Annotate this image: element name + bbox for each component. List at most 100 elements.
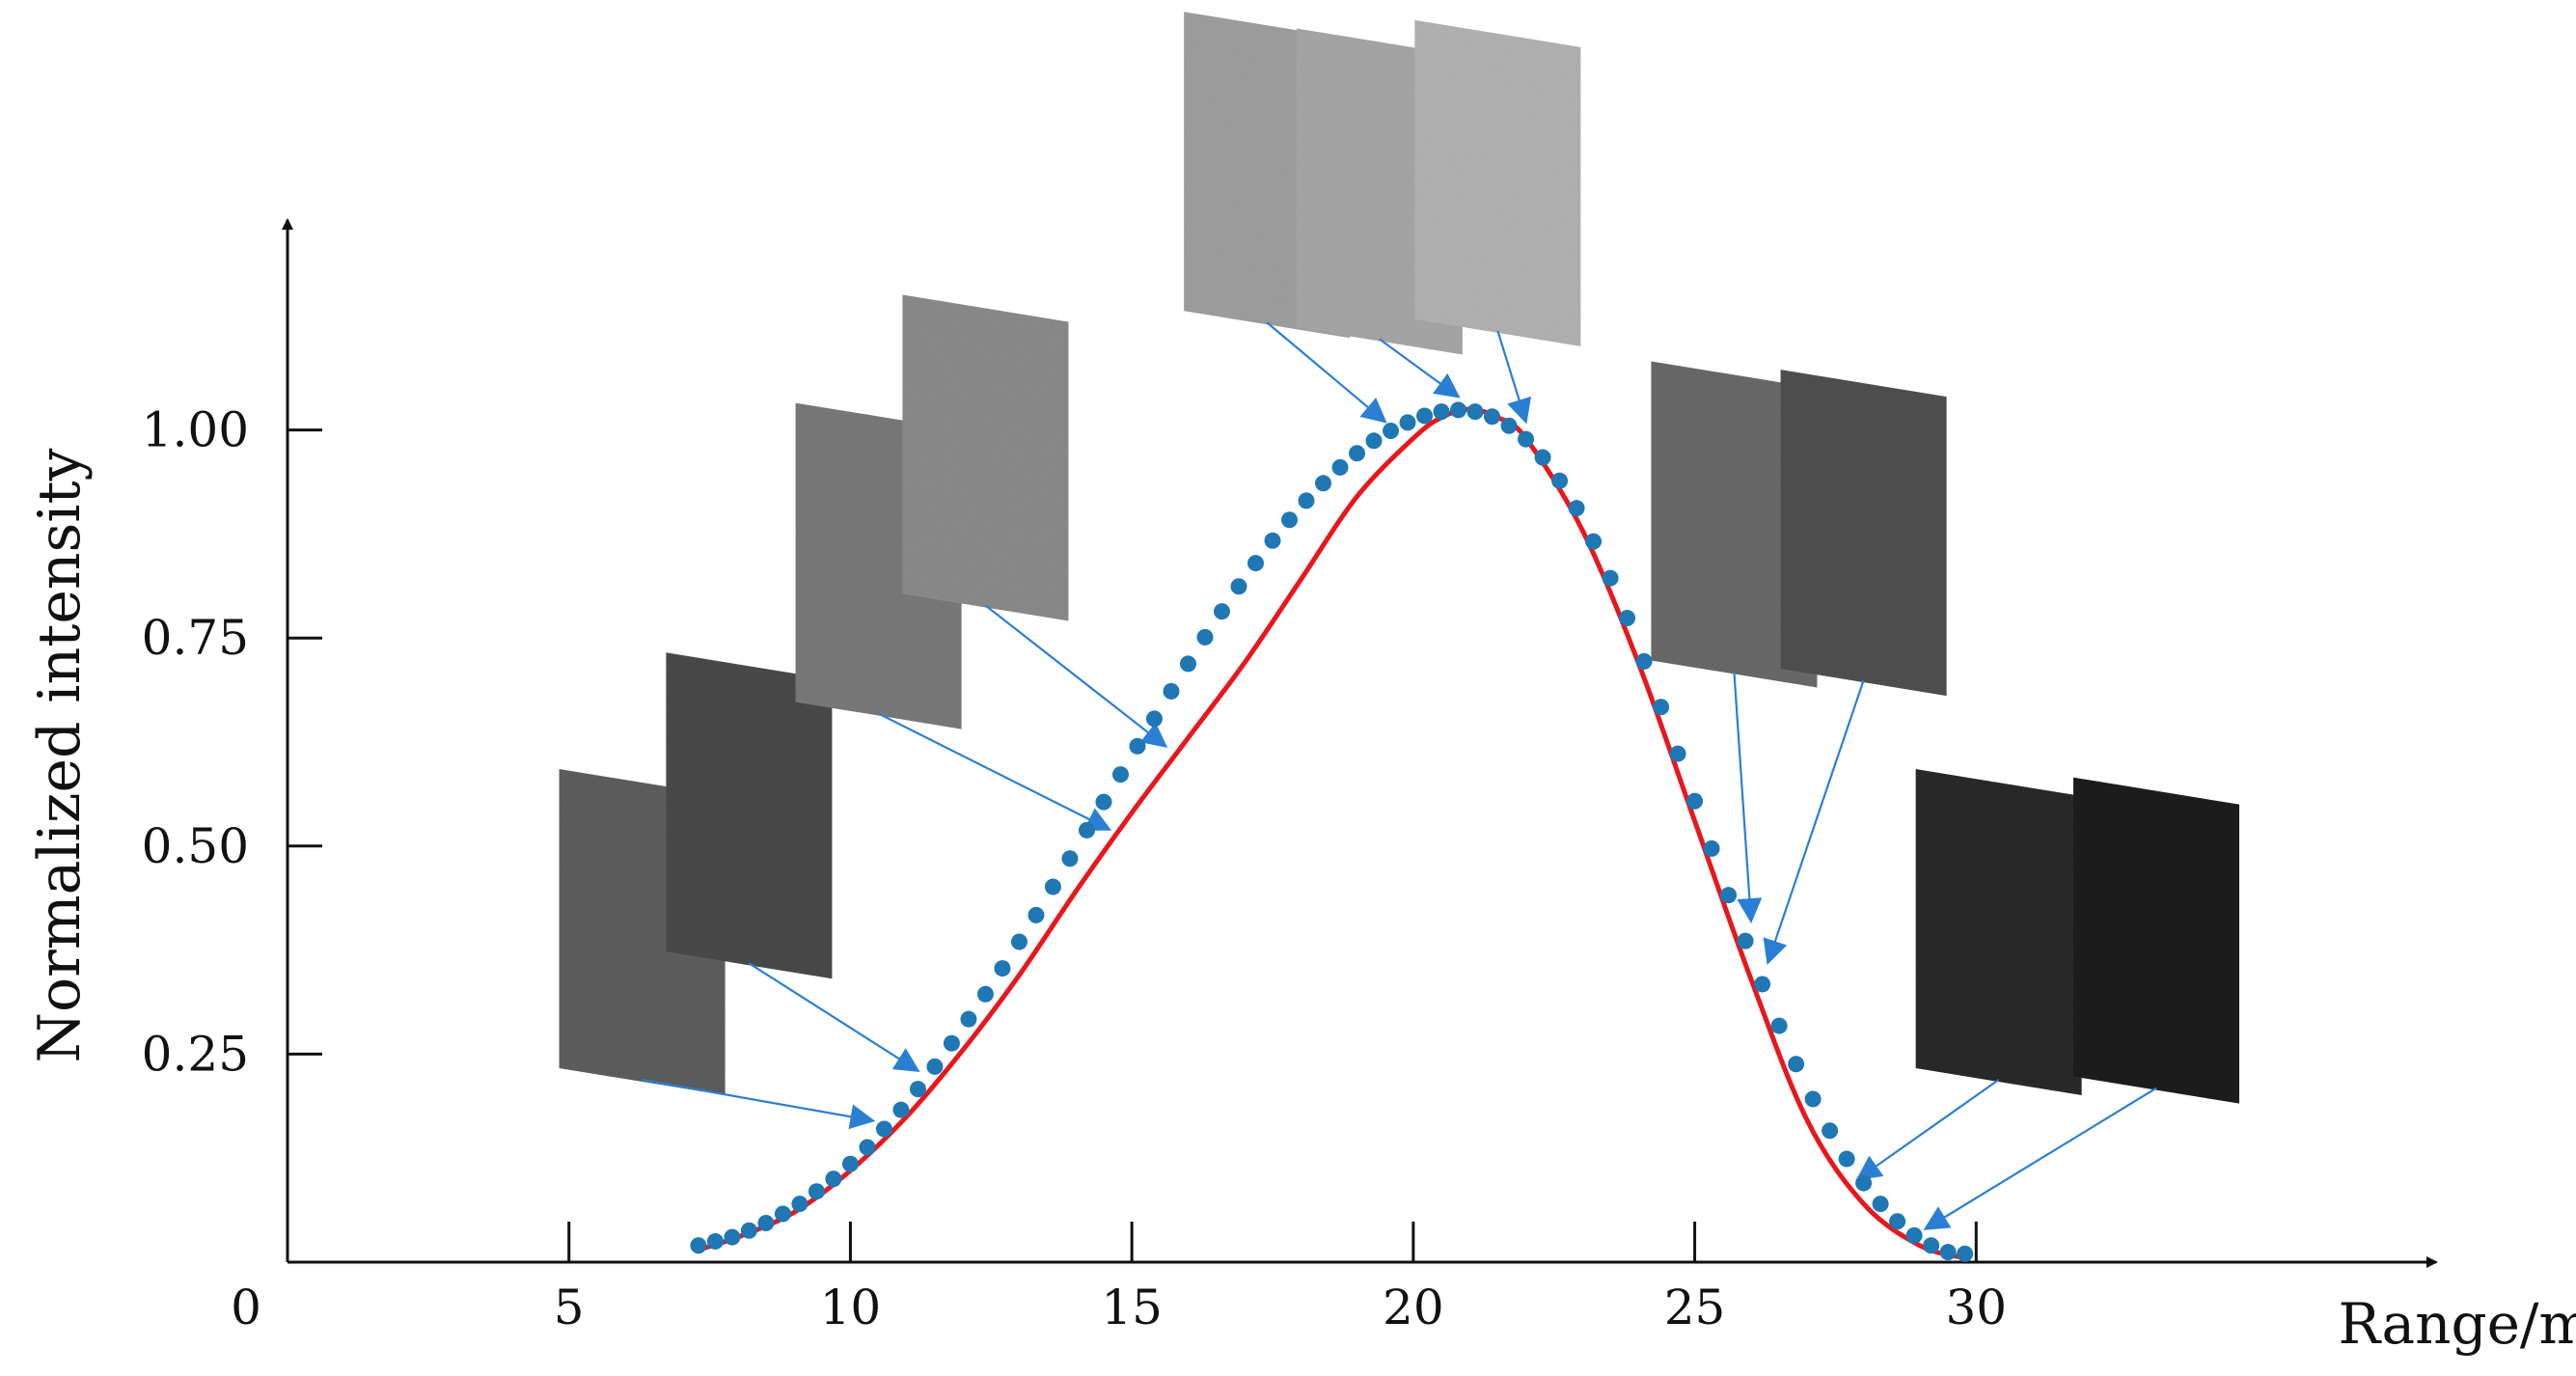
x-tick-label: 10 <box>820 1280 882 1335</box>
data-point <box>757 1214 775 1231</box>
sample-image-thumbnail <box>1915 769 2082 1096</box>
x-tick-label: 15 <box>1101 1280 1163 1335</box>
data-point <box>976 985 994 1003</box>
data-point <box>859 1139 876 1156</box>
data-point <box>791 1196 808 1213</box>
data-point <box>1518 430 1535 448</box>
y-tick-label: 1.00 <box>142 402 249 458</box>
data-point <box>774 1205 791 1223</box>
y-axis-label: Normalized intensity <box>26 448 94 1062</box>
fit-curve <box>698 406 1966 1261</box>
data-point <box>1247 555 1264 572</box>
data-point <box>1383 422 1400 439</box>
y-tick-label: 0.25 <box>142 1026 249 1082</box>
data-point <box>1568 500 1585 517</box>
data-point <box>1720 887 1738 904</box>
data-point <box>1416 407 1434 425</box>
data-point <box>1923 1237 1940 1254</box>
data-point <box>926 1058 944 1075</box>
data-point <box>1838 1150 1855 1168</box>
data-point <box>1602 569 1619 587</box>
data-point <box>1534 449 1551 466</box>
data-point <box>1163 682 1180 700</box>
annotation-arrow <box>1266 321 1387 424</box>
data-point <box>943 1034 960 1052</box>
data-point <box>1264 532 1281 549</box>
data-point <box>740 1222 757 1239</box>
annotation-arrow <box>1923 1087 2157 1230</box>
data-point <box>960 1010 977 1028</box>
axes: 5 10 15 20 25 30 0.25 0.50 0.75 1.00 0 Range/m N… <box>26 218 2576 1357</box>
data-point <box>808 1183 825 1200</box>
data-point <box>1450 401 1467 419</box>
data-point <box>1044 878 1061 895</box>
annotation-arrow <box>1855 1079 2000 1181</box>
x-tick-label: 25 <box>1664 1280 1726 1335</box>
data-point <box>1298 492 1315 509</box>
x-tick-label: 5 <box>554 1280 585 1335</box>
data-point <box>724 1228 741 1246</box>
data-point <box>1230 578 1247 595</box>
annotation-arrow <box>1496 330 1532 425</box>
data-point <box>1111 766 1129 784</box>
data-point <box>1822 1122 1839 1140</box>
y-ticks: 0.25 0.50 0.75 1.00 <box>142 402 322 1082</box>
image-annotation-layer <box>559 12 2239 1230</box>
data-point <box>1466 403 1484 421</box>
data-point <box>994 960 1011 977</box>
x-tick-label: 20 <box>1383 1280 1444 1335</box>
annotation-arrow <box>1763 679 1865 965</box>
data-point <box>1281 511 1299 529</box>
data-point <box>1770 1017 1788 1034</box>
data-point <box>909 1081 926 1098</box>
annotation-arrow <box>878 712 1112 831</box>
data-point <box>1028 906 1045 923</box>
sample-image-thumbnail <box>1780 370 1947 697</box>
data-point <box>1365 432 1383 450</box>
data-point <box>1653 699 1670 716</box>
data-point <box>1095 793 1112 811</box>
data-point <box>690 1237 707 1254</box>
y-tick-label: 0.75 <box>142 610 249 666</box>
data-point <box>875 1120 892 1138</box>
data-point <box>1145 710 1163 728</box>
data-point <box>1484 408 1501 426</box>
sample-image-thumbnail <box>902 294 1069 621</box>
data-point <box>1905 1226 1923 1244</box>
data-point <box>1804 1090 1822 1108</box>
data-point <box>1179 655 1196 673</box>
data-point <box>1703 839 1720 857</box>
annotation-arrow <box>748 962 920 1073</box>
data-point <box>1315 475 1332 492</box>
data-point <box>1213 603 1230 620</box>
annotation-arrow <box>1379 338 1461 399</box>
data-point <box>1872 1196 1889 1213</box>
data-point <box>1061 850 1079 867</box>
sample-image-thumbnail <box>1651 361 1818 688</box>
data-point <box>825 1170 842 1188</box>
data-point <box>1078 821 1095 839</box>
data-point <box>1551 472 1569 489</box>
annotation-arrow <box>1733 672 1763 924</box>
data-points <box>690 401 1974 1262</box>
data-point <box>1889 1213 1906 1230</box>
data-point <box>1196 628 1214 646</box>
data-point <box>1349 445 1366 462</box>
data-point <box>1788 1056 1805 1073</box>
origin-label: 0 <box>231 1280 261 1335</box>
data-point <box>1855 1174 1873 1192</box>
annotation-arrow <box>984 604 1168 748</box>
data-point <box>892 1101 910 1118</box>
data-point <box>1754 976 1771 993</box>
data-point <box>1399 414 1416 431</box>
data-point <box>1585 533 1603 550</box>
data-point <box>706 1232 724 1250</box>
data-point <box>1939 1244 1957 1261</box>
x-ticks: 5 10 15 20 25 30 <box>554 1222 2007 1335</box>
data-point <box>1957 1245 1974 1262</box>
y-tick-label: 0.50 <box>142 818 249 874</box>
sample-image-thumbnail <box>1414 19 1581 346</box>
data-point <box>1331 458 1349 476</box>
data-point <box>1129 737 1146 755</box>
x-axis-label: Range/m <box>2339 1291 2576 1357</box>
